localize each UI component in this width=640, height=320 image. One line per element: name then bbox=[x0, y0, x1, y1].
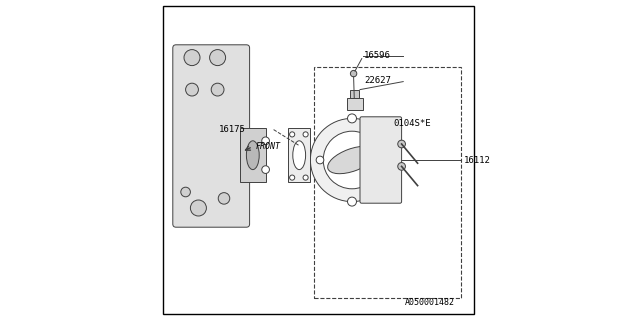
Circle shape bbox=[218, 193, 230, 204]
Circle shape bbox=[184, 50, 200, 66]
Circle shape bbox=[303, 132, 308, 137]
Bar bbox=[240, 128, 266, 182]
Circle shape bbox=[180, 187, 191, 197]
Circle shape bbox=[289, 175, 294, 180]
Text: FRONT: FRONT bbox=[256, 142, 281, 151]
Circle shape bbox=[310, 118, 394, 202]
Ellipse shape bbox=[328, 146, 376, 174]
Circle shape bbox=[348, 197, 356, 206]
Circle shape bbox=[398, 140, 406, 148]
Circle shape bbox=[186, 83, 198, 96]
Bar bbox=[314, 67, 461, 298]
Circle shape bbox=[303, 175, 308, 180]
Circle shape bbox=[191, 200, 206, 216]
Circle shape bbox=[289, 132, 294, 137]
Text: 16112: 16112 bbox=[464, 156, 491, 164]
Bar bbox=[347, 98, 364, 110]
Circle shape bbox=[210, 50, 226, 66]
Circle shape bbox=[211, 83, 224, 96]
Circle shape bbox=[262, 166, 269, 173]
Text: 0104S*E: 0104S*E bbox=[394, 119, 431, 128]
Circle shape bbox=[348, 114, 356, 123]
Ellipse shape bbox=[292, 141, 306, 170]
Circle shape bbox=[262, 137, 269, 145]
Text: 16175: 16175 bbox=[219, 125, 246, 134]
Bar bbox=[349, 90, 360, 98]
FancyBboxPatch shape bbox=[173, 45, 250, 227]
Text: 22627: 22627 bbox=[364, 76, 391, 85]
Ellipse shape bbox=[246, 141, 259, 170]
Circle shape bbox=[316, 156, 324, 164]
Circle shape bbox=[323, 131, 381, 189]
Circle shape bbox=[351, 70, 357, 77]
Circle shape bbox=[398, 163, 406, 170]
Bar bbox=[288, 128, 310, 182]
Text: 16596: 16596 bbox=[364, 51, 391, 60]
Text: A050001482: A050001482 bbox=[404, 298, 454, 307]
FancyBboxPatch shape bbox=[360, 117, 402, 203]
Circle shape bbox=[380, 156, 388, 164]
